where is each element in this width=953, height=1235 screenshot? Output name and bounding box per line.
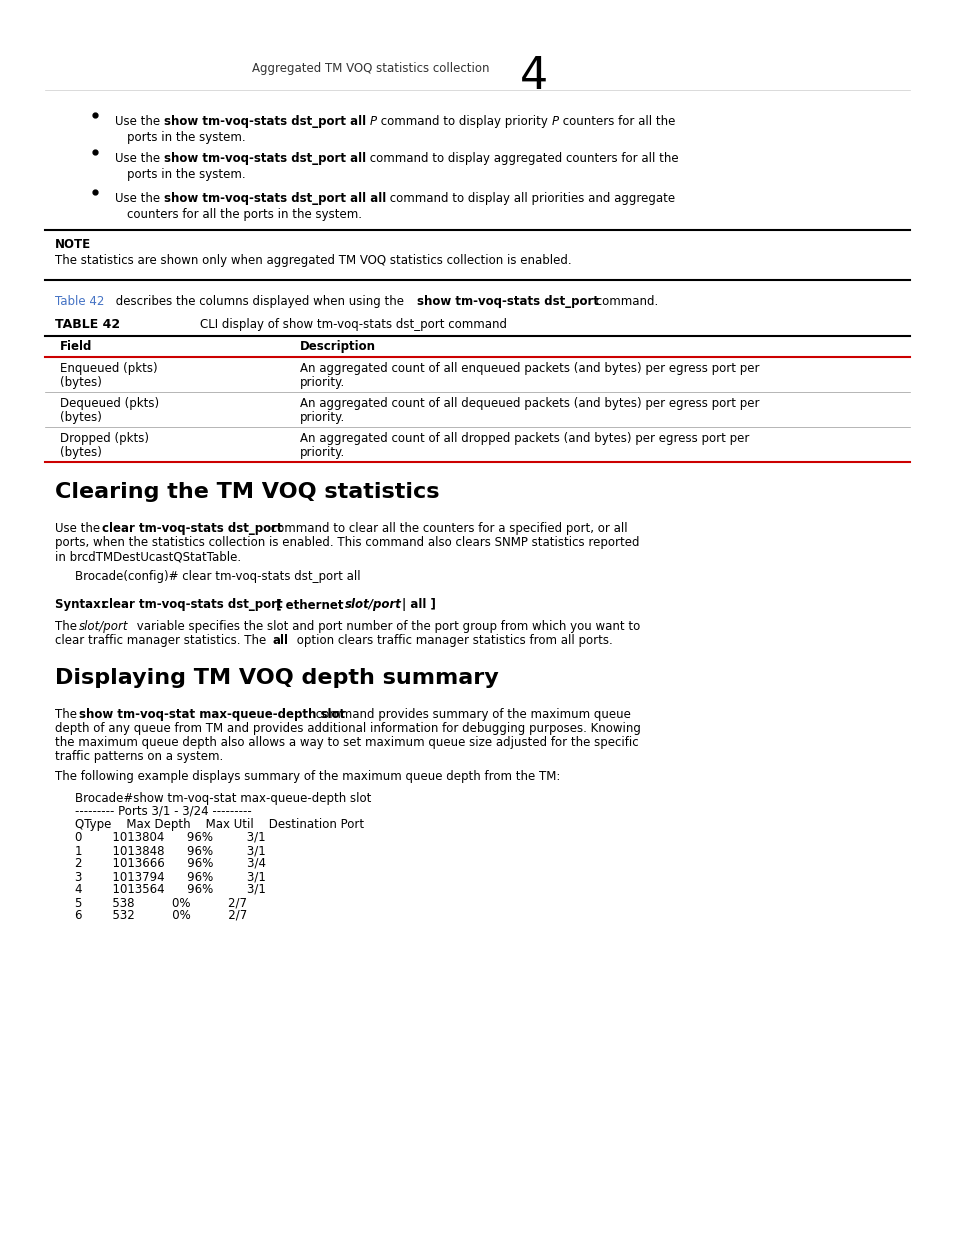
Text: 3        1013794      96%         3/1: 3 1013794 96% 3/1 bbox=[75, 869, 266, 883]
Text: 5        538          0%          2/7: 5 538 0% 2/7 bbox=[75, 897, 247, 909]
Text: P: P bbox=[551, 115, 558, 128]
Text: show tm-voq-stats dst_port: show tm-voq-stats dst_port bbox=[416, 295, 598, 308]
Text: P: P bbox=[370, 115, 376, 128]
Text: TABLE 42: TABLE 42 bbox=[55, 317, 120, 331]
Text: all: all bbox=[273, 634, 289, 647]
Text: The following example displays summary of the maximum queue depth from the TM:: The following example displays summary o… bbox=[55, 769, 559, 783]
Text: An aggregated count of all enqueued packets (and bytes) per egress port per: An aggregated count of all enqueued pack… bbox=[299, 362, 759, 375]
Text: (bytes): (bytes) bbox=[60, 375, 102, 389]
Text: Use the: Use the bbox=[55, 522, 104, 535]
Text: Use the: Use the bbox=[115, 191, 164, 205]
Text: the maximum queue depth also allows a way to set maximum queue size adjusted for: the maximum queue depth also allows a wa… bbox=[55, 736, 638, 748]
Text: slot/port: slot/port bbox=[345, 598, 401, 611]
Text: QType    Max Depth    Max Util    Destination Port: QType Max Depth Max Util Destination Por… bbox=[75, 818, 364, 831]
Text: Brocade#show tm-voq-stat max-queue-depth slot: Brocade#show tm-voq-stat max-queue-depth… bbox=[75, 792, 371, 805]
Text: 4        1013564      96%         3/1: 4 1013564 96% 3/1 bbox=[75, 883, 266, 897]
Text: (bytes): (bytes) bbox=[60, 411, 102, 424]
Text: NOTE: NOTE bbox=[55, 238, 91, 251]
Text: 6        532          0%          2/7: 6 532 0% 2/7 bbox=[75, 909, 247, 923]
Text: Displaying TM VOQ depth summary: Displaying TM VOQ depth summary bbox=[55, 668, 498, 688]
Text: command.: command. bbox=[592, 295, 658, 308]
Text: ports, when the statistics collection is enabled. This command also clears SNMP : ports, when the statistics collection is… bbox=[55, 536, 639, 550]
Text: Field: Field bbox=[60, 340, 92, 353]
Text: show tm-voq-stats dst_port all all: show tm-voq-stats dst_port all all bbox=[164, 191, 386, 205]
Text: 1        1013848      96%         3/1: 1 1013848 96% 3/1 bbox=[75, 844, 266, 857]
Text: in brcdTMDestUcastQStatTable.: in brcdTMDestUcastQStatTable. bbox=[55, 550, 241, 563]
Text: slot/port: slot/port bbox=[79, 620, 129, 634]
Text: command to display priority: command to display priority bbox=[376, 115, 551, 128]
Text: 0        1013804      96%         3/1: 0 1013804 96% 3/1 bbox=[75, 831, 265, 844]
Text: counters for all the: counters for all the bbox=[558, 115, 675, 128]
Text: Clearing the TM VOQ statistics: Clearing the TM VOQ statistics bbox=[55, 482, 439, 501]
Text: The: The bbox=[55, 708, 81, 721]
Text: show tm-voq-stats dst_port all: show tm-voq-stats dst_port all bbox=[164, 115, 366, 128]
Text: clear tm-voq-stats dst_port: clear tm-voq-stats dst_port bbox=[102, 598, 282, 611]
Text: describes the columns displayed when using the: describes the columns displayed when usi… bbox=[112, 295, 407, 308]
Text: Use the: Use the bbox=[115, 152, 164, 165]
Text: option clears traffic manager statistics from all ports.: option clears traffic manager statistics… bbox=[293, 634, 612, 647]
Text: Aggregated TM VOQ statistics collection: Aggregated TM VOQ statistics collection bbox=[253, 62, 490, 75]
Text: show tm-voq-stats dst_port all: show tm-voq-stats dst_port all bbox=[164, 152, 366, 165]
Text: counters for all the ports in the system.: counters for all the ports in the system… bbox=[127, 207, 361, 221]
Text: clear tm-voq-stats dst_port: clear tm-voq-stats dst_port bbox=[102, 522, 282, 535]
Text: Syntax:: Syntax: bbox=[55, 598, 113, 611]
Text: command provides summary of the maximum queue: command provides summary of the maximum … bbox=[312, 708, 630, 721]
Text: | all ]: | all ] bbox=[401, 598, 436, 611]
Text: command to clear all the counters for a specified port, or all: command to clear all the counters for a … bbox=[267, 522, 627, 535]
Text: The statistics are shown only when aggregated TM VOQ statistics collection is en: The statistics are shown only when aggre… bbox=[55, 254, 571, 267]
Text: Table 42: Table 42 bbox=[55, 295, 104, 308]
Text: variable specifies the slot and port number of the port group from which you wan: variable specifies the slot and port num… bbox=[132, 620, 639, 634]
Text: Dropped (pkts): Dropped (pkts) bbox=[60, 432, 149, 445]
Text: priority.: priority. bbox=[299, 446, 345, 459]
Text: traffic patterns on a system.: traffic patterns on a system. bbox=[55, 750, 223, 763]
Text: [ ethernet: [ ethernet bbox=[272, 598, 347, 611]
Text: Brocade(config)# clear tm-voq-stats dst_port all: Brocade(config)# clear tm-voq-stats dst_… bbox=[75, 571, 360, 583]
Text: Description: Description bbox=[299, 340, 375, 353]
Text: priority.: priority. bbox=[299, 411, 345, 424]
Text: --------- Ports 3/1 - 3/24 ---------: --------- Ports 3/1 - 3/24 --------- bbox=[75, 805, 252, 818]
Text: command to display all priorities and aggregate: command to display all priorities and ag… bbox=[386, 191, 675, 205]
Text: ports in the system.: ports in the system. bbox=[127, 131, 245, 144]
Text: An aggregated count of all dequeued packets (and bytes) per egress port per: An aggregated count of all dequeued pack… bbox=[299, 396, 759, 410]
Text: 4: 4 bbox=[519, 56, 548, 98]
Text: ports in the system.: ports in the system. bbox=[127, 168, 245, 182]
Text: (bytes): (bytes) bbox=[60, 446, 102, 459]
Text: 2        1013666      96%         3/4: 2 1013666 96% 3/4 bbox=[75, 857, 266, 869]
Text: command to display aggregated counters for all the: command to display aggregated counters f… bbox=[366, 152, 678, 165]
Text: Enqueued (pkts): Enqueued (pkts) bbox=[60, 362, 157, 375]
Text: show tm-voq-stat max-queue-depth slot: show tm-voq-stat max-queue-depth slot bbox=[79, 708, 345, 721]
Text: The: The bbox=[55, 620, 81, 634]
Text: An aggregated count of all dropped packets (and bytes) per egress port per: An aggregated count of all dropped packe… bbox=[299, 432, 749, 445]
Text: Dequeued (pkts): Dequeued (pkts) bbox=[60, 396, 159, 410]
Text: CLI display of show tm-voq-stats dst_port command: CLI display of show tm-voq-stats dst_por… bbox=[200, 317, 506, 331]
Text: depth of any queue from TM and provides additional information for debugging pur: depth of any queue from TM and provides … bbox=[55, 722, 640, 735]
Text: clear traffic manager statistics. The: clear traffic manager statistics. The bbox=[55, 634, 270, 647]
Text: priority.: priority. bbox=[299, 375, 345, 389]
Text: Use the: Use the bbox=[115, 115, 164, 128]
